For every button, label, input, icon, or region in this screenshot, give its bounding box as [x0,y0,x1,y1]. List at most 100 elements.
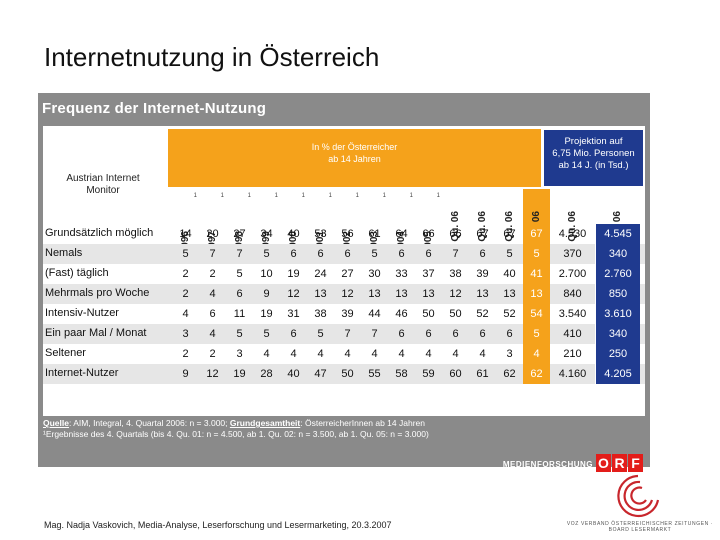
table-cell: 3.610 [595,304,640,324]
table-cell: 6 [290,328,297,340]
table-cell: 5 [182,248,189,260]
table-cell: 6 [344,248,351,260]
table-cell: 47 [314,368,327,380]
orf-logo-letter: R [612,454,627,472]
table-cell: 12 [341,288,354,300]
table-cell: 5 [317,328,324,340]
table-cell: 2 [209,348,216,360]
table-cell: 3.540 [558,308,587,320]
table-cell: 44 [368,308,381,320]
table-cell: 2 [182,348,189,360]
monitor-label: Austrian Internet Monitor [45,173,161,197]
table-cell: 50 [422,308,435,320]
medienforschung-label: MEDIENFORSCHUNG [502,460,593,469]
table-cell: 66 [422,228,435,240]
table-cell: 59 [422,368,435,380]
table-row: Grundsätzlich möglich 14 20 27 34 40 53 56 61 64 6… [43,224,645,244]
voz-logo-icon [617,474,660,518]
percent-header-line: ab 14 Jahren [328,154,381,164]
footnote-mark: 1 [220,193,224,199]
table-cell: 6 [452,328,459,340]
table-cell: 28 [260,368,273,380]
population-text: : ÖsterreicherInnen ab 14 Jahren [300,418,425,428]
table-row: (Fast) täglich 2 2 5 10 19 24 27 30 33 37 38 39 40 41 2… [43,264,645,284]
row-label: Nemals [45,247,83,259]
table-cell: 19 [260,308,273,320]
table-cell: 9 [182,368,189,380]
table-cell: 13 [314,288,327,300]
footnote-mark: 1 [409,193,413,199]
table-cell: 4.205 [595,364,640,384]
table-cell: 4 [523,344,550,364]
footnote-mark: 1 [355,193,359,199]
table-cell: 5 [523,244,550,264]
table-cell: 4 [263,348,270,360]
table-cell: 61 [368,228,381,240]
source-label: Quelle [43,418,69,428]
table-cell: 7 [452,248,459,260]
table-cell: 19 [233,368,246,380]
slide-title: Internetnutzung in Österreich [44,42,380,72]
table-cell: 6 [290,248,297,260]
footnote-mark: 1 [382,193,386,199]
table-cell: 5 [506,248,513,260]
column-header: 1998 1 [226,189,253,253]
orf-logo: O R F [595,454,643,472]
table-cell: 62 [523,364,550,384]
table-cell: 39 [476,268,489,280]
table-cell: 50 [341,368,354,380]
table-cell: 2 [209,268,216,280]
footnote-mark: 1 [301,193,305,199]
table-cell: 54 [523,304,550,324]
footnote-mark: 1 [328,193,332,199]
table-cell: 5 [523,324,550,344]
projection-header-line: ab 14 J. (in Tsd.) [558,160,629,171]
table-cell: 840 [563,288,582,300]
table-cell: 4.545 [595,224,640,244]
percent-header-line: In % der Österreicher [311,142,398,152]
row-label: Ein paar Mal / Monat [45,327,147,339]
table-cell: 2.760 [595,264,640,284]
table-cell: 58 [395,368,408,380]
table-cell: 13 [395,288,408,300]
table-cell: 66 [449,228,462,240]
table-cell: 7 [344,328,351,340]
population-label: Grundgesamtheit [229,418,301,428]
table-row: Internet-Nutzer 9 12 19 28 40 47 50 55 58 59 60 61 62… [43,364,645,384]
table-cell: 3 [236,348,243,360]
table-cell: 4.160 [558,368,587,380]
column-header: 2003 1 [361,189,388,253]
column-header: 2005 1 [415,189,442,253]
table-row: Nemals 5 7 7 5 6 6 6 5 6 6 7 6 5 5 370 340 [43,244,645,264]
table-cell: 340 [595,244,640,264]
table-cell: 4 [371,348,378,360]
table-cell: 6 [398,248,405,260]
table-cell: 340 [595,324,640,344]
data-table: In % der Österreicher ab 14 Jahren Proje… [43,126,645,416]
table-cell: 38 [314,308,327,320]
table-cell: 31 [287,308,300,320]
table-cell: 4 [398,348,405,360]
table-cell: 210 [563,348,582,360]
table-cell: 7 [236,248,243,260]
table-cell: 3 [182,328,189,340]
table-cell: 40 [287,368,300,380]
table-cell: 40 [287,228,300,240]
table-row: Intensiv-Nutzer 4 6 11 19 31 38 39 44 46 50 50 52 52 5… [43,304,645,324]
table-cell: 6 [425,248,432,260]
column-header: 2004 1 [388,189,415,253]
table-cell: 39 [341,308,354,320]
footnote-mark: 1 [274,193,278,199]
footnote-mark: 1 [436,193,440,199]
table-cell: 52 [503,308,516,320]
table-cell: 3 [506,348,513,360]
table-cell: 6 [506,328,513,340]
row-label: Internet-Nutzer [45,367,119,379]
row-label: Seltener [45,347,86,359]
table-cell: 5 [236,328,243,340]
projection-header-line: 6,75 Mio. Personen [552,148,635,159]
row-label: Grundsätzlich möglich [45,227,154,239]
table-cell: 52 [476,308,489,320]
table-cell: 4 [290,348,297,360]
table-cell: 27 [341,268,354,280]
